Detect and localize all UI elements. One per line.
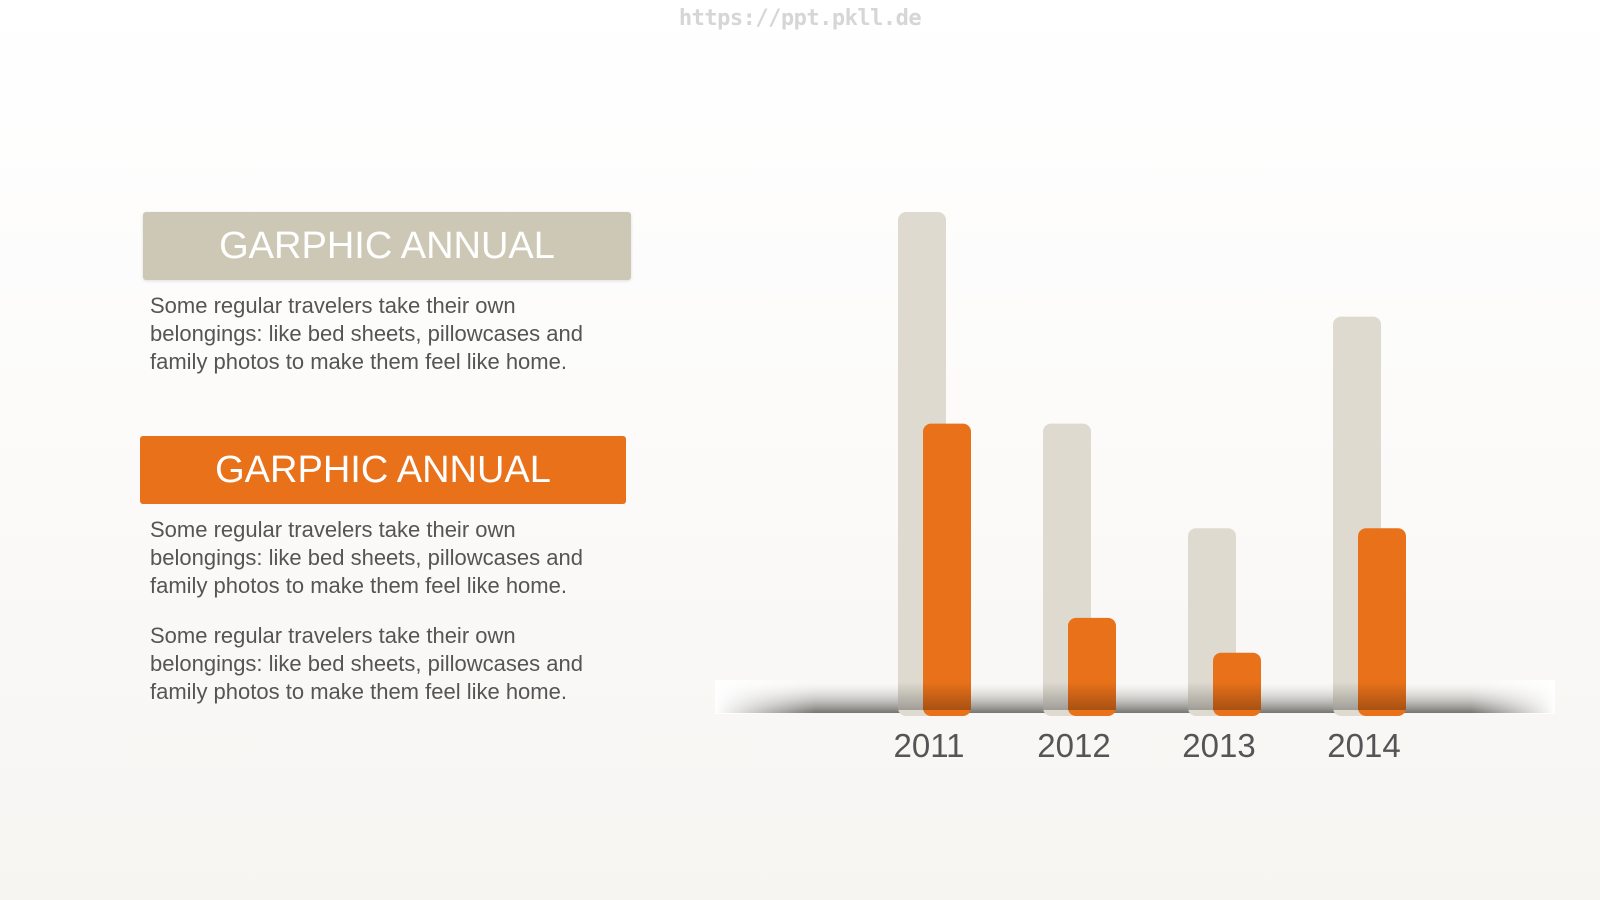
bar-base-shade xyxy=(1068,682,1116,710)
x-axis-labels: 2011 2012 2013 2014 xyxy=(894,727,1401,764)
block-title-orange: GARPHIC ANNUAL xyxy=(140,436,626,504)
text-block-2: GARPHIC ANNUAL Some regular travelers ta… xyxy=(140,436,630,600)
x-tick-label: 2011 xyxy=(894,727,965,764)
bar-base-shade xyxy=(1213,682,1261,710)
block-paragraph: Some regular travelers take their own be… xyxy=(150,517,583,598)
bar-orange-2014 xyxy=(1358,528,1406,716)
text-block-1: GARPHIC ANNUAL Some regular travelers ta… xyxy=(140,212,631,376)
watermark-text: https://ppt.pkll.de xyxy=(678,6,922,31)
block-title-grey: GARPHIC ANNUAL xyxy=(143,212,631,280)
extra-paragraph: Some regular travelers take their own be… xyxy=(150,623,583,704)
bar-base-shade xyxy=(1358,682,1406,710)
bar-base-shade xyxy=(923,682,971,710)
chart-baseline xyxy=(715,680,1555,714)
block-paragraph: Some regular travelers take their own be… xyxy=(150,293,583,374)
x-tick-label: 2014 xyxy=(1327,727,1400,764)
baseline-fade xyxy=(715,680,1555,714)
x-tick-label: 2013 xyxy=(1182,727,1255,764)
bar-group xyxy=(898,212,1406,716)
bar-orange-2011 xyxy=(923,423,971,716)
x-tick-label: 2012 xyxy=(1037,727,1110,764)
